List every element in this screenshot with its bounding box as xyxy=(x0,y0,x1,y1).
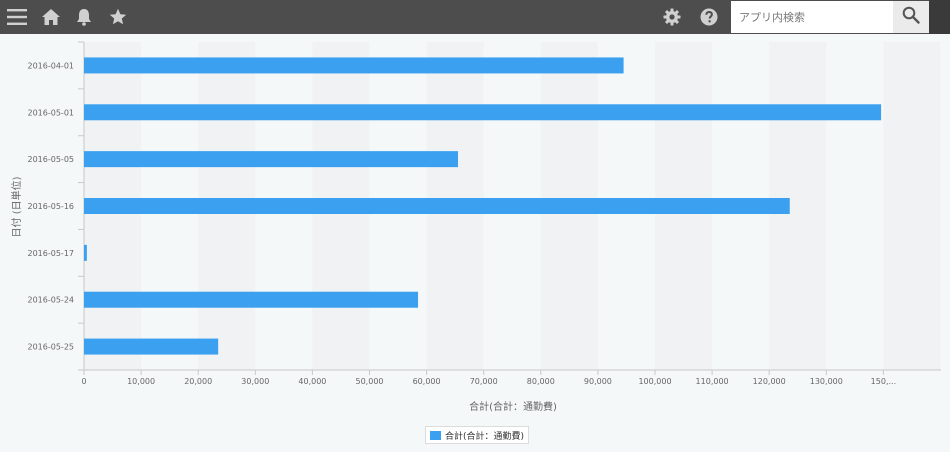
y-tick-label: 2016-05-17 xyxy=(28,249,75,258)
bar xyxy=(84,291,419,308)
toolbar-edge xyxy=(929,0,950,34)
search-input[interactable] xyxy=(731,1,893,33)
y-tick-label: 2016-05-01 xyxy=(28,108,75,117)
gear-icon[interactable] xyxy=(661,0,683,34)
x-tick-label: 40,000 xyxy=(298,377,326,386)
x-tick-label: 20,000 xyxy=(184,377,212,386)
y-axis-title: 日付 (日単位) xyxy=(10,176,23,237)
legend-swatch xyxy=(430,430,441,440)
x-tick-label: 70,000 xyxy=(470,377,498,386)
x-tick-label: 90,000 xyxy=(584,377,612,386)
menu-icon[interactable] xyxy=(6,0,28,34)
y-tick-label: 2016-04-01 xyxy=(28,61,75,70)
y-tick-label: 2016-05-05 xyxy=(28,155,75,164)
x-tick-label: 80,000 xyxy=(527,377,555,386)
bell-icon[interactable] xyxy=(73,0,95,34)
grid-band xyxy=(826,42,884,370)
grid-band xyxy=(883,42,941,370)
x-tick-label: 10,000 xyxy=(127,377,155,386)
x-tick-label: 30,000 xyxy=(241,377,269,386)
y-tick-label: 2016-05-24 xyxy=(28,296,75,305)
x-tick-label: 130,000 xyxy=(810,377,843,386)
search-icon xyxy=(902,6,920,28)
star-icon[interactable] xyxy=(107,0,129,34)
x-tick-label: 100,000 xyxy=(638,377,671,386)
bar xyxy=(84,244,87,261)
bar-chart: 2016-04-01 2016-05-01 2016-05-05 2016-05-16… xyxy=(10,41,941,413)
bar xyxy=(84,198,790,214)
bar xyxy=(84,57,624,74)
help-icon[interactable] xyxy=(698,0,720,34)
home-icon[interactable] xyxy=(40,0,62,34)
x-tick-label: 0 xyxy=(81,377,86,386)
bar xyxy=(84,151,459,168)
legend-label: 合計(合計：通勤費) xyxy=(445,431,525,442)
search-button[interactable] xyxy=(893,1,929,33)
x-tick-label: 50,000 xyxy=(356,377,384,386)
x-axis-title: 合計(合計：通勤費) xyxy=(469,400,557,413)
x-tick-label: 150,... xyxy=(871,377,896,386)
chart-legend[interactable]: 合計(合計：通勤費) xyxy=(425,426,530,444)
x-tick-label: 60,000 xyxy=(413,377,441,386)
bar xyxy=(84,104,882,121)
x-tick-label: 120,000 xyxy=(753,377,786,386)
y-tick-label: 2016-05-16 xyxy=(28,202,75,211)
x-tick-label: 110,000 xyxy=(696,377,729,386)
bar xyxy=(84,338,219,355)
y-tick-label: 2016-05-25 xyxy=(28,343,75,352)
